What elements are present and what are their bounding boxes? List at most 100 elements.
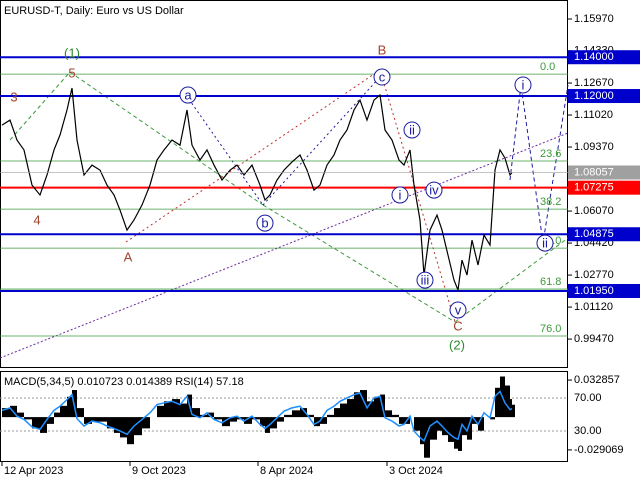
main-frame bbox=[0, 0, 568, 368]
macd-bar bbox=[47, 417, 54, 424]
x-tick-label: 3 Oct 2024 bbox=[389, 465, 443, 477]
macd-bar bbox=[277, 417, 284, 422]
wave-label: B bbox=[378, 42, 387, 57]
macd-bar bbox=[510, 399, 512, 418]
macd-bar bbox=[222, 417, 230, 427]
macd-bar bbox=[192, 408, 200, 418]
macd-bar bbox=[270, 417, 277, 429]
macd-bar bbox=[490, 417, 495, 420]
wave-circle bbox=[425, 181, 443, 199]
macd-bar bbox=[399, 417, 404, 424]
macd-bar bbox=[107, 417, 114, 429]
level-box bbox=[568, 50, 640, 65]
wave-label: b bbox=[261, 216, 268, 231]
macd-bar bbox=[157, 405, 164, 418]
wave-circle bbox=[514, 76, 532, 94]
price-line bbox=[1, 87, 513, 293]
macd-bar bbox=[100, 417, 107, 422]
wave-label: (2) bbox=[449, 338, 465, 353]
trendlines bbox=[0, 69, 569, 359]
macd-bar bbox=[284, 414, 292, 418]
macd-bar bbox=[354, 392, 360, 418]
trendline bbox=[0, 132, 569, 359]
level-label: 1.14000 bbox=[574, 51, 614, 63]
macd-bar bbox=[334, 408, 340, 418]
macd-bar bbox=[374, 396, 380, 418]
wave-label: C bbox=[453, 319, 462, 334]
wave-label: i bbox=[522, 77, 525, 92]
wave-circle bbox=[179, 86, 197, 104]
wave-circle bbox=[256, 214, 274, 232]
fib-label: 23.6 bbox=[540, 148, 561, 160]
macd-bar bbox=[17, 412, 24, 418]
projection bbox=[509, 84, 569, 244]
y-tick-label: 0.99470 bbox=[574, 333, 614, 345]
wave-label: iii bbox=[421, 273, 430, 288]
macd-bar bbox=[478, 417, 484, 431]
macd-bar bbox=[114, 417, 120, 433]
macd-bar bbox=[462, 417, 467, 436]
macd-bar bbox=[385, 410, 392, 418]
level-label: 1.12000 bbox=[574, 90, 614, 102]
wave-circle bbox=[416, 271, 434, 289]
macd-bar bbox=[142, 417, 150, 429]
y-tick-label: 70.00 bbox=[574, 392, 602, 404]
y-tick-label: 1.15970 bbox=[574, 13, 614, 25]
y-tick-label: 1.09370 bbox=[574, 141, 614, 153]
y-tick-label: 1.12670 bbox=[574, 77, 614, 89]
macd-bar bbox=[32, 417, 40, 429]
chart-title: EURUSD-T, Daily: Euro vs US Dollar bbox=[4, 5, 184, 17]
wave-label: (1) bbox=[64, 45, 80, 60]
macd-bar bbox=[292, 410, 300, 418]
macd-bar bbox=[314, 417, 320, 427]
rsi-line bbox=[1, 390, 513, 443]
macd-bar bbox=[84, 417, 92, 424]
wave-label: ii bbox=[409, 122, 415, 137]
wave-label: a bbox=[184, 87, 192, 102]
macd-bar bbox=[320, 417, 327, 424]
current-price-label: 1.08057 bbox=[574, 166, 614, 178]
indicator-label: MACD(5,34,5) 0.010723 0.014389 RSI(14) 5… bbox=[4, 376, 244, 388]
macd-bar bbox=[230, 417, 237, 422]
macd-bar bbox=[340, 403, 347, 418]
macd-bar bbox=[430, 417, 437, 440]
trendline bbox=[185, 94, 264, 206]
x-tick-label: 8 Apr 2024 bbox=[260, 465, 313, 477]
macd-bar bbox=[252, 417, 260, 420]
macd-bar bbox=[60, 405, 67, 418]
fib-label: 61.8 bbox=[540, 276, 561, 288]
indicator-frame bbox=[0, 371, 568, 462]
macd-bar bbox=[442, 417, 448, 436]
wave-label: 3 bbox=[10, 89, 17, 104]
macd-bar bbox=[454, 417, 458, 449]
macd-bar bbox=[505, 385, 510, 418]
trendline bbox=[262, 76, 381, 206]
macd-bar bbox=[67, 396, 72, 418]
macd-bar bbox=[420, 417, 424, 445]
fib-label: 76.0 bbox=[540, 323, 561, 335]
macd-bar bbox=[512, 404, 515, 418]
wave-circle bbox=[403, 121, 421, 139]
macd-bar bbox=[392, 414, 399, 418]
wave-circle bbox=[373, 68, 391, 86]
macd-bar bbox=[495, 387, 500, 418]
macd-bar bbox=[172, 399, 180, 418]
macd-bar bbox=[300, 408, 307, 418]
y-tick-label: 1.11020 bbox=[574, 109, 613, 121]
macd-bar bbox=[134, 417, 142, 436]
wave-label: iv bbox=[429, 183, 439, 198]
y-tick-label: -0.029069 bbox=[574, 444, 624, 456]
macd-bar bbox=[414, 417, 420, 431]
macd-bar bbox=[244, 417, 252, 424]
macd-bar bbox=[92, 417, 100, 422]
wave-circle bbox=[391, 186, 409, 204]
level-box bbox=[568, 180, 640, 195]
fib-label: 0.0 bbox=[540, 61, 555, 73]
macd-bar bbox=[448, 417, 454, 442]
trendline bbox=[262, 204, 456, 323]
macd-bar bbox=[164, 401, 172, 418]
wave-label: ii bbox=[542, 236, 548, 251]
trendline bbox=[379, 69, 456, 323]
macd-bar bbox=[360, 390, 367, 418]
